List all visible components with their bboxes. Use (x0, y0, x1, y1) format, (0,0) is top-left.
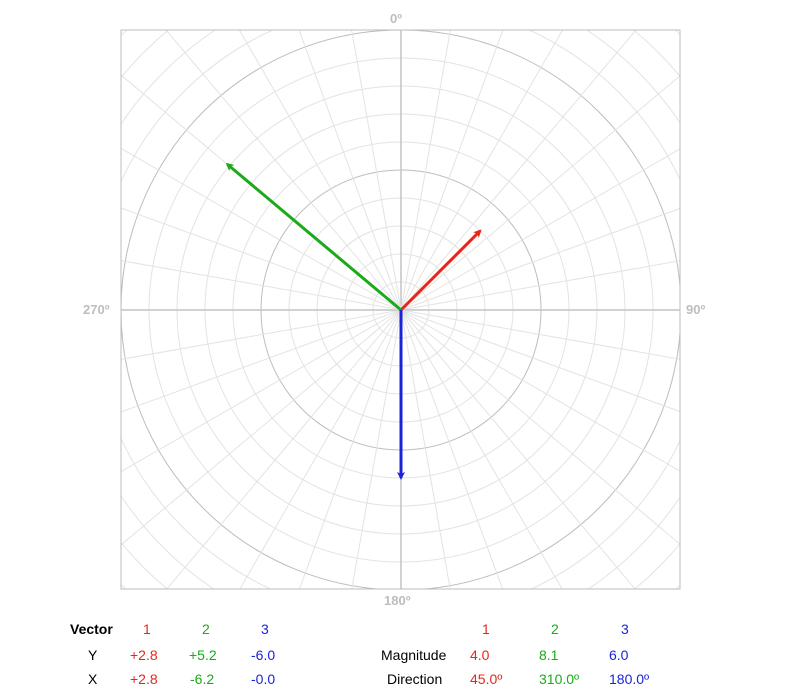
grid-spoke (400, 309, 680, 472)
vector-1-x: +2.8 (130, 671, 158, 687)
grid-spoke (239, 309, 402, 589)
vector-1-direction: 45.0º (470, 671, 503, 687)
vector-2-arrow (225, 162, 402, 312)
vector-2-y: +5.2 (189, 647, 217, 663)
grid-spoke (121, 309, 402, 473)
grid-spoke (165, 30, 402, 311)
direction-label-90: 90º (686, 302, 706, 317)
grid-spoke (400, 148, 680, 311)
vector-3-direction: 180.0º (609, 671, 650, 687)
vector-1-magnitude: 4.0 (470, 647, 490, 663)
vector-3-x: -0.0 (251, 671, 276, 687)
grid-spoke (121, 147, 402, 311)
polar-grid (121, 30, 680, 589)
direction-label-180: 180º (384, 593, 411, 608)
polar-vector-2-id: 2 (551, 621, 559, 637)
grid-spoke (400, 207, 680, 311)
vector-3-y: -6.0 (251, 647, 276, 663)
grid-spoke (400, 30, 451, 311)
vector-1-id: 1 (143, 621, 151, 637)
grid-spoke (121, 309, 402, 546)
x-label: X (88, 671, 98, 687)
grid-spoke (400, 260, 680, 311)
vector-2-magnitude: 8.1 (539, 647, 559, 663)
grid-spoke (121, 207, 402, 311)
direction-label-0: 0º (390, 11, 402, 26)
direction-label-270: 270º (83, 302, 110, 317)
polar-vector-1-id: 1 (482, 621, 490, 637)
grid-spoke (400, 75, 680, 311)
grid-spoke (121, 309, 402, 360)
direction-label: Direction (387, 671, 443, 687)
vector-1-arrow (399, 229, 482, 312)
grid-spoke (298, 309, 402, 589)
grid-spoke (351, 30, 402, 311)
grid-spoke (166, 309, 402, 589)
grid-spoke (400, 30, 564, 311)
vector-2-direction: 310.0º (539, 671, 580, 687)
grid-spoke (400, 30, 504, 311)
vector-3-magnitude: 6.0 (609, 647, 629, 663)
grid-spoke (121, 309, 402, 413)
vector-1-y: +2.8 (130, 647, 158, 663)
grid-spoke (400, 309, 451, 589)
grid-spoke (298, 30, 402, 311)
grid-spoke (400, 309, 636, 589)
vector-2-id: 2 (202, 621, 210, 637)
vector-2-x: -6.2 (190, 671, 215, 687)
vector-3-id: 3 (261, 621, 269, 637)
grid-spoke (400, 309, 563, 589)
grid-spoke (400, 309, 680, 360)
magnitude-label: Magnitude (381, 647, 447, 663)
plot-frame (120, 29, 681, 590)
grid-spoke (238, 30, 402, 311)
grid-spoke (400, 309, 680, 545)
vector-header: Vector (70, 621, 113, 637)
vector-arrows (225, 162, 482, 480)
y-label: Y (88, 647, 98, 663)
grid-spoke (400, 309, 680, 413)
grid-spoke (121, 260, 402, 311)
grid-spoke (400, 30, 637, 311)
grid-spoke (400, 309, 504, 589)
polar-vector-3-id: 3 (621, 621, 629, 637)
polar-plot (120, 29, 681, 590)
grid-spoke (351, 309, 402, 589)
